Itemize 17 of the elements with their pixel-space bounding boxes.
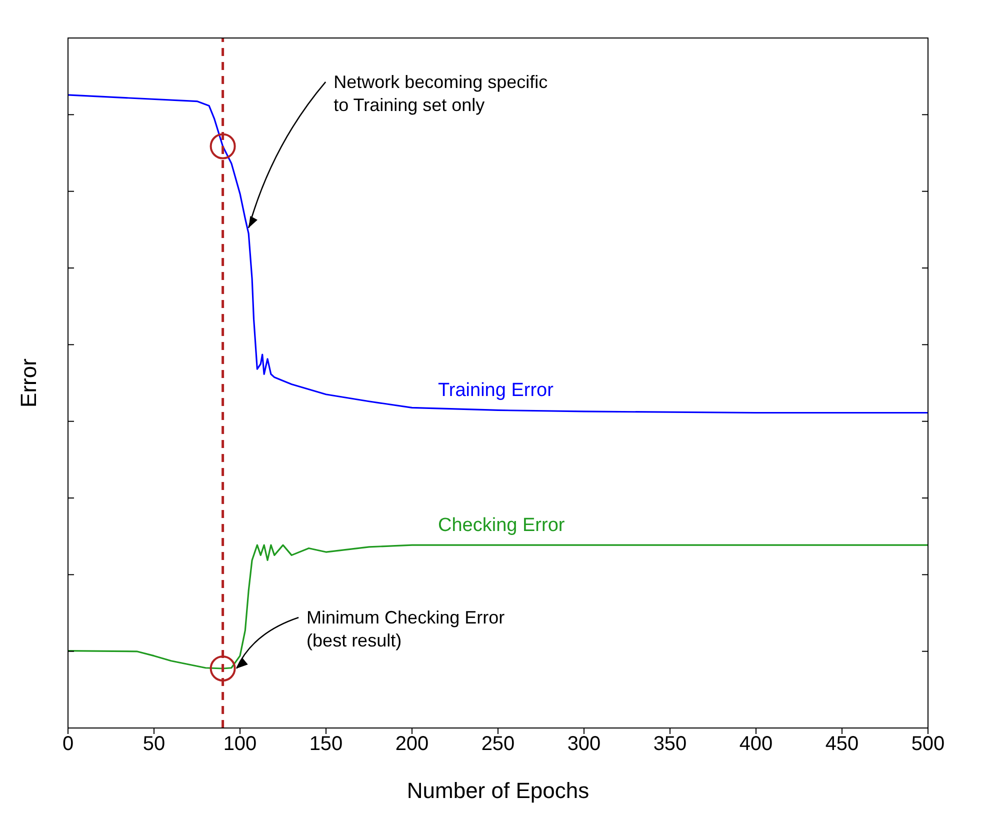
x-tick-label: 500 [911,733,945,756]
annotation: Minimum Checking Error (best result) [306,607,505,650]
x-tick-label: 100 [223,733,257,756]
x-tick-label: 150 [309,733,343,756]
series-label: Checking Error [438,515,566,536]
x-tick-label: 300 [567,733,601,756]
x-tick-label: 450 [825,733,859,756]
x-axis-title: Number of Epochs [406,778,590,803]
y-axis-title: Error [16,358,41,408]
x-tick-label: 400 [739,733,773,756]
series-label: Training Error [438,380,554,402]
x-tick-label: 50 [142,733,166,756]
annotation: Network becoming specific to Training set only [334,72,548,115]
x-tick-label: 350 [653,733,687,756]
x-tick-label: 250 [481,733,515,756]
x-tick-label: 200 [395,733,429,756]
x-tick-label: 0 [62,733,74,756]
